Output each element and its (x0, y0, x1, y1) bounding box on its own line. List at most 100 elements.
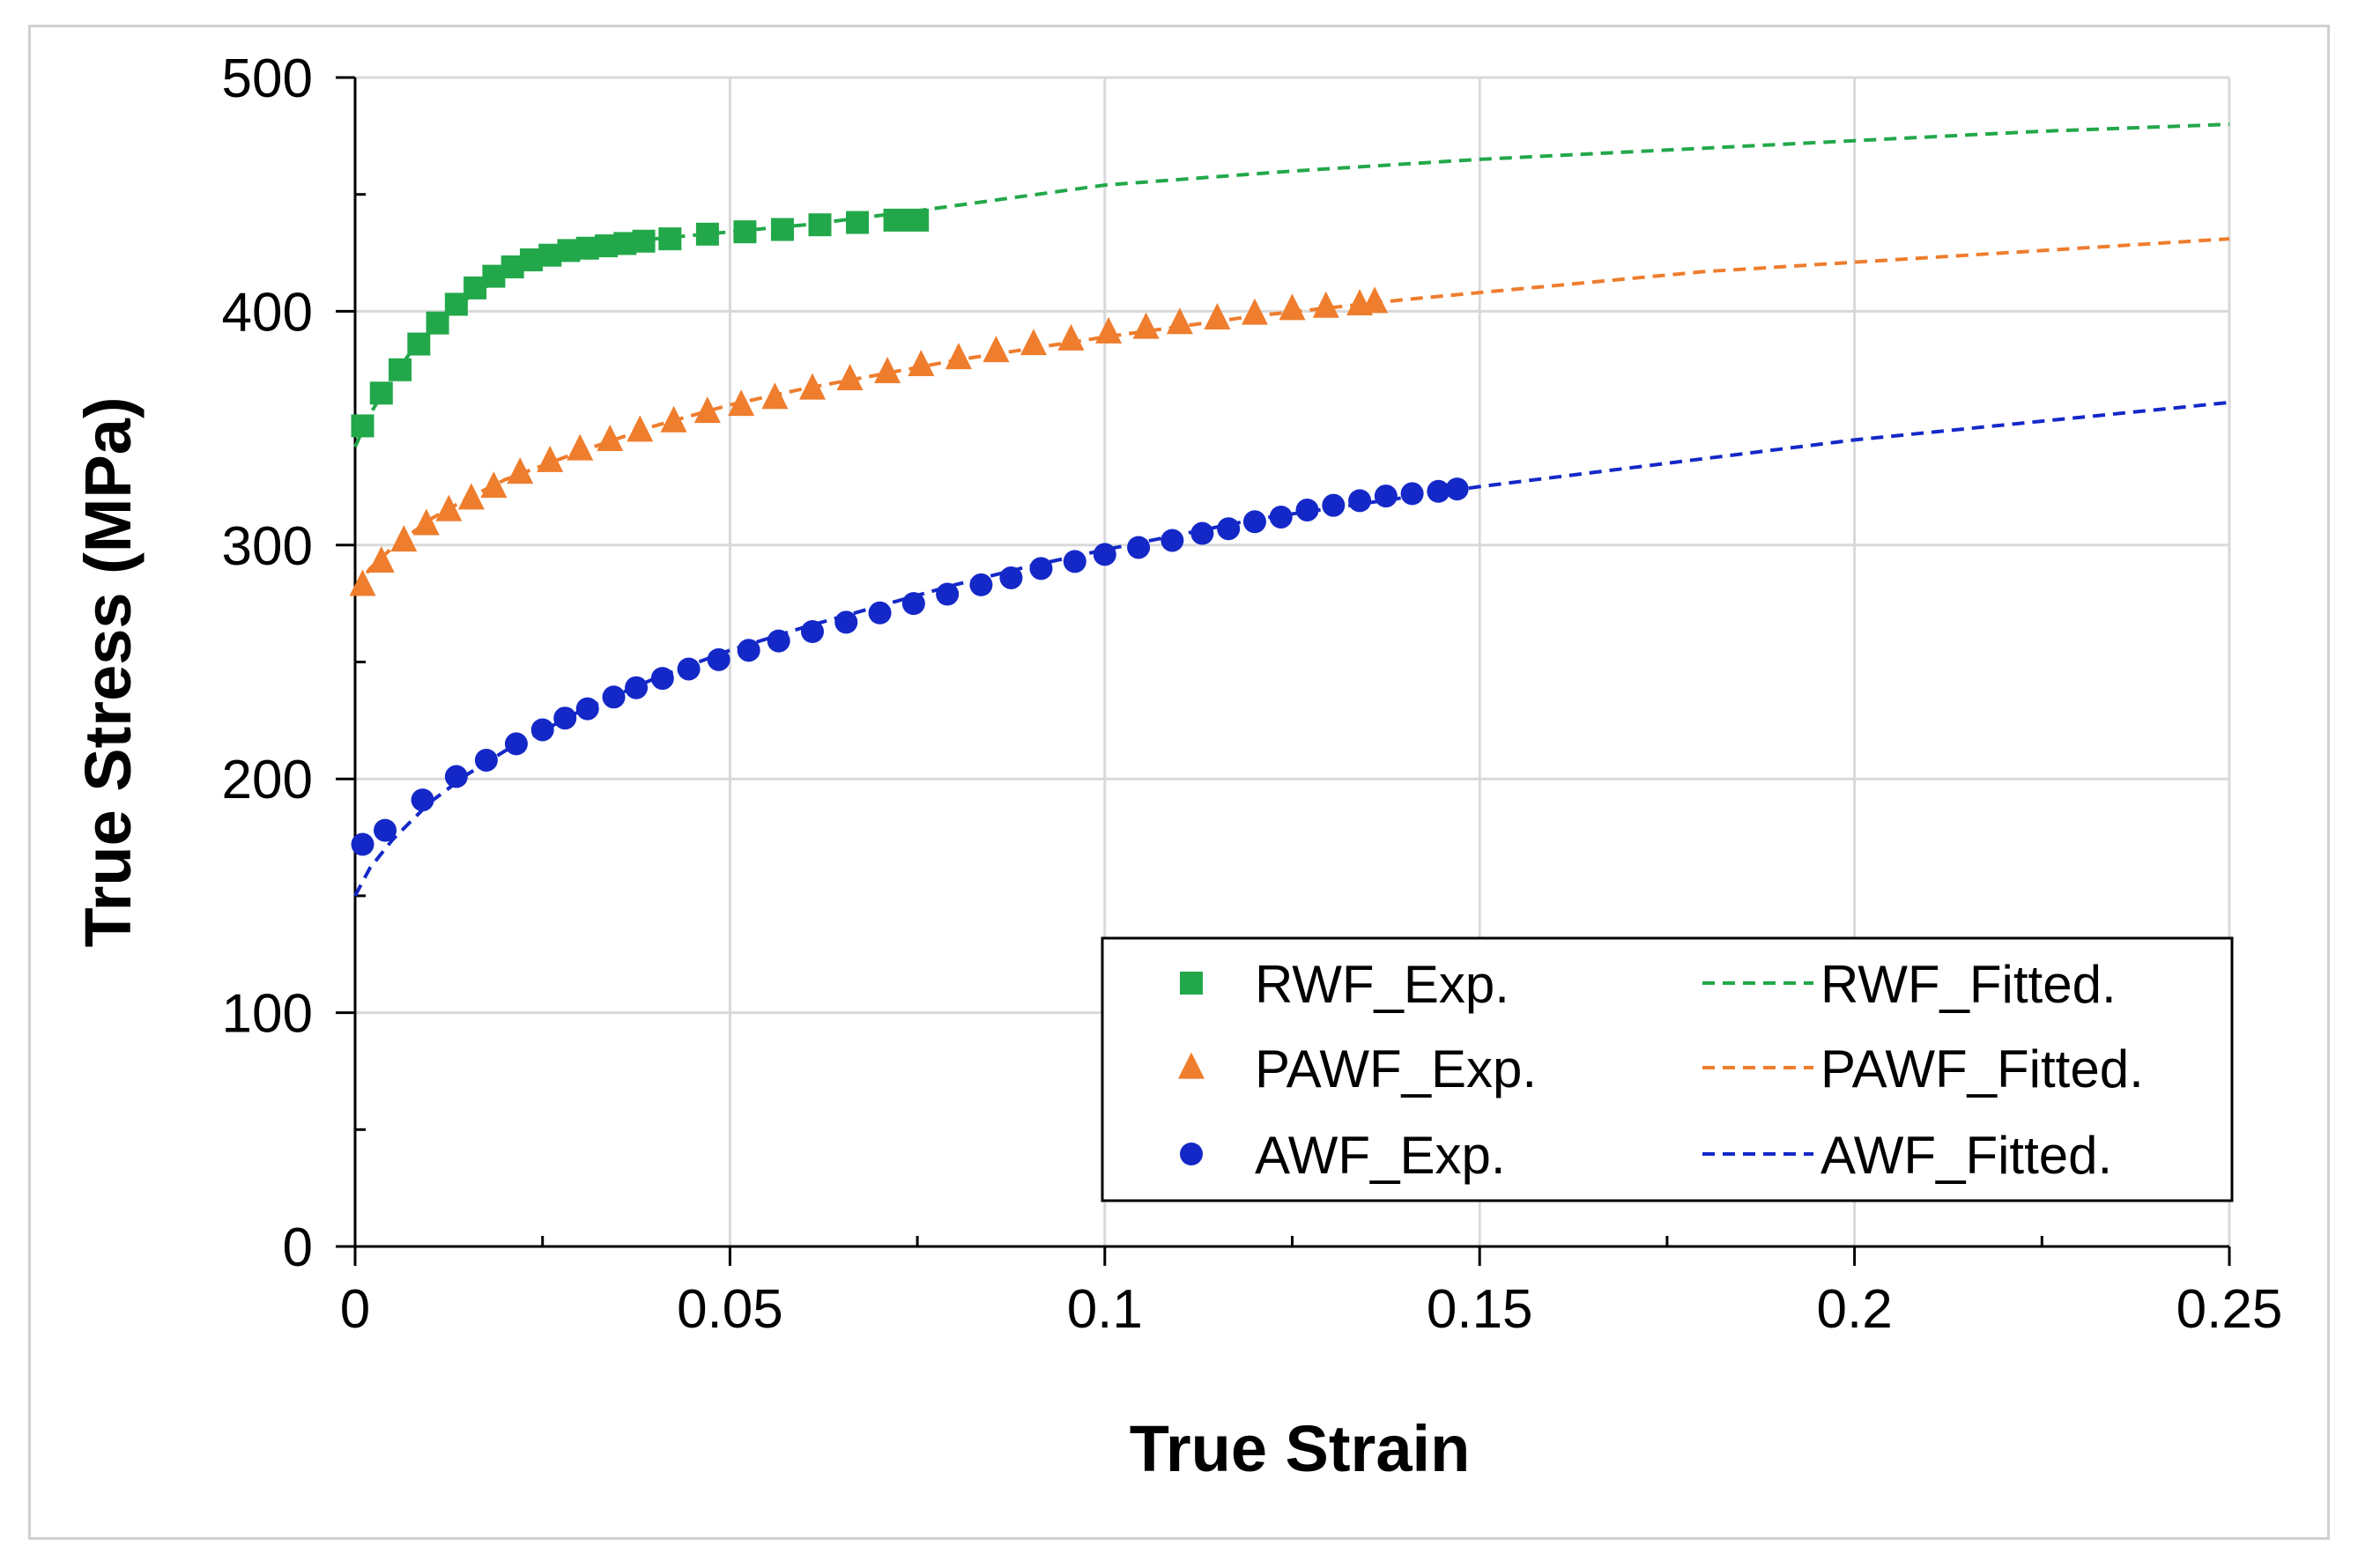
pawf-exp-point (761, 382, 789, 410)
awf-exp-point (936, 582, 960, 606)
pawf-exp-point (908, 350, 935, 377)
awf-exp-point (868, 601, 892, 625)
pawf-exp-point (507, 457, 534, 484)
pawf-exp-point (567, 433, 594, 461)
pawf-exp-point (693, 396, 721, 424)
pawf-exp-point (480, 471, 508, 499)
y-tick-label: 400 (222, 282, 313, 343)
legend-marker-pawf-exp (1178, 1052, 1205, 1079)
awf-exp-point (1374, 484, 1398, 508)
awf-exp-point (1427, 479, 1450, 503)
rwf-exp-point (770, 218, 794, 241)
awf-exp-point (1029, 557, 1053, 581)
pawf-exp-point (1204, 303, 1231, 329)
awf-exp-point (553, 706, 577, 730)
x-tick-label: 0.15 (1427, 1279, 1533, 1340)
pawf-exp-point (597, 425, 624, 451)
rwf-exp-point (883, 208, 907, 232)
rwf-exp-point (846, 211, 870, 234)
awf-exp-point (800, 619, 824, 643)
x-tick-label: 0 (340, 1279, 370, 1340)
rwf-exp-point (733, 220, 757, 244)
awf-exp-point (999, 566, 1023, 589)
pawf-exp-point (1361, 286, 1389, 314)
awf-exp-point (374, 818, 397, 842)
pawf-exp-point (627, 415, 654, 442)
awf-exp-point (677, 657, 701, 681)
legend: RWF_Exp. RWF_Fitted. PAWF_Exp. PAWF_Fitted.… (1101, 936, 2234, 1202)
pawf-exp-point (728, 389, 755, 417)
awf-exp-point (411, 788, 434, 812)
awf-exp-point (1127, 536, 1151, 559)
awf-exp-point (707, 647, 730, 671)
awf-exp-point (1093, 543, 1116, 566)
pawf-exp-point (1020, 329, 1047, 356)
pawf-fitted-line (353, 237, 2230, 591)
pawf-exp-point (798, 373, 826, 400)
rwf-exp-point (695, 222, 719, 246)
pawf-exp-point (1312, 291, 1339, 318)
pawf-exp-point (390, 525, 418, 552)
awf-exp-point (1445, 477, 1469, 501)
chart-frame (28, 25, 2330, 1540)
legend-marker-awf-exp (1180, 1143, 1203, 1165)
awf-exp-point (444, 765, 468, 788)
pawf-exp-point (1132, 312, 1160, 339)
awf-exp-point (474, 748, 498, 772)
pawf-exp-point (349, 569, 376, 596)
rwf-exp-point (808, 213, 832, 237)
x-tick-label: 0.05 (677, 1279, 783, 1340)
legend-label-awf-fitted: AWF_Fitted. (1820, 1126, 2112, 1185)
legend-marker-rwf-exp (1180, 972, 1203, 995)
pawf-exp-point (1166, 307, 1193, 335)
awf-exp-point (1242, 510, 1266, 534)
awf-exp-point (1400, 482, 1424, 506)
tick-labels-layer: 0 100 200 300 400 500 0 0.05 0.1 0.15 0.2 0.25 (222, 48, 2283, 1340)
rwf-exp-point (389, 358, 412, 381)
awf-exp-point (504, 732, 528, 756)
pawf-exp-point (367, 546, 395, 573)
pawf-exp-point (1057, 323, 1085, 351)
rwf-exp-point (906, 208, 930, 232)
awf-exp-point (1063, 550, 1086, 573)
awf-exp-point (901, 592, 925, 616)
x-tick-label: 0.1 (1067, 1279, 1143, 1340)
rwf-exp-point (658, 227, 682, 251)
y-tick-label: 200 (222, 750, 313, 810)
y-axis-title: True Stress (MPa) (71, 396, 145, 947)
awf-exp-point (351, 832, 374, 856)
awf-exp-point (1295, 498, 1319, 521)
pawf-exp-point (874, 357, 901, 384)
pawf-exp-point (537, 445, 564, 472)
legend-label-rwf-exp: RWF_Exp. (1255, 955, 1509, 1014)
awf-exp-point (1190, 521, 1214, 545)
rwf-fitted-line (353, 122, 2230, 448)
awf-exp-point (969, 573, 993, 596)
legend-label-pawf-fitted: PAWF_Fitted. (1820, 1039, 2144, 1098)
awf-exp-point (1322, 493, 1346, 517)
experimental-points-layer (349, 208, 1469, 856)
rwf-exp-point (351, 414, 374, 438)
x-tick-label: 0.25 (2176, 1279, 2283, 1340)
pawf-exp-point (1095, 316, 1123, 344)
y-tick-label: 0 (283, 1217, 313, 1278)
awf-exp-point (530, 718, 554, 742)
legend-label-pawf-exp: PAWF_Exp. (1255, 1039, 1537, 1098)
awf-exp-point (1348, 489, 1372, 513)
rwf-exp-point (369, 381, 393, 405)
y-tick-label: 500 (222, 48, 313, 109)
rwf-exp-point (632, 229, 656, 253)
awf-exp-point (1269, 505, 1293, 529)
awf-exp-point (575, 697, 599, 721)
legend-box (1101, 936, 2234, 1202)
awf-exp-point (1160, 529, 1184, 552)
pawf-exp-point (660, 405, 687, 433)
awf-exp-point (602, 685, 626, 709)
x-tick-label: 0.2 (1816, 1279, 1892, 1340)
y-tick-label: 300 (222, 516, 313, 577)
awf-exp-point (834, 610, 858, 634)
pawf-exp-point (457, 483, 485, 510)
legend-label-rwf-fitted: RWF_Fitted. (1820, 955, 2117, 1014)
awf-fitted-line (353, 400, 2230, 897)
